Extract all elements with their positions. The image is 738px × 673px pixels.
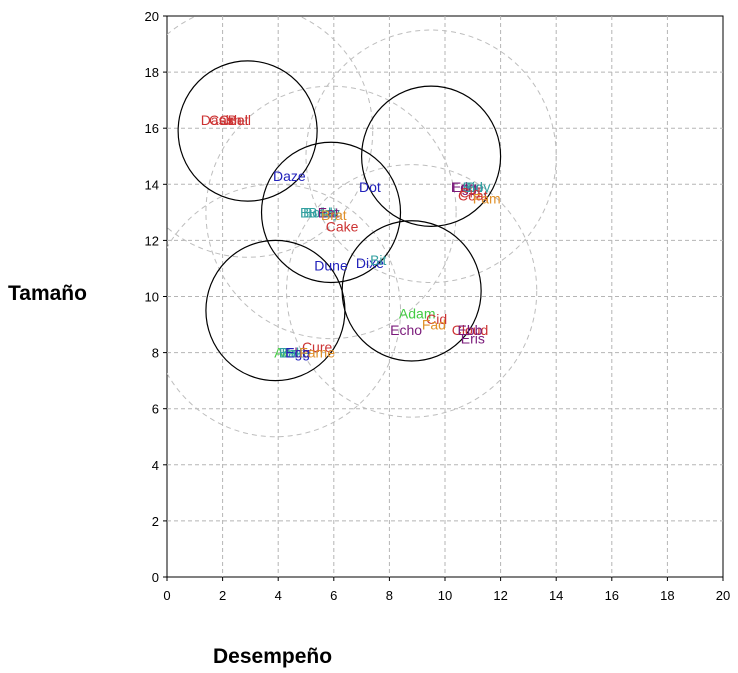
point-label: Bold (303, 204, 331, 220)
x-axis-title: Desempeño (213, 645, 333, 668)
point-label: Bake (279, 345, 311, 361)
point-label: Eris (461, 331, 485, 347)
y-tick-label: 2 (152, 514, 159, 529)
outer-circle (167, 183, 401, 438)
point-label: Acme (274, 345, 310, 361)
inner-circle (341, 220, 482, 362)
point-label: Bell (228, 112, 251, 128)
point-label: Boy (466, 179, 490, 195)
outer-circle (205, 85, 457, 340)
y-axis-title: Tamaño (8, 282, 87, 305)
point-label: Cloud (452, 322, 489, 338)
point-label: Bid (463, 179, 483, 195)
x-tick-label: 8 (386, 588, 393, 603)
x-tick-label: 10 (438, 588, 452, 603)
outer-circle (286, 164, 538, 418)
point-label: Brat (321, 207, 347, 223)
outer-circle (167, 16, 374, 258)
point-label: Cure (302, 339, 333, 355)
point-label: Bat (282, 345, 303, 361)
point-label: Fame (299, 345, 335, 361)
axis-ticks: 0 2 4 6 8 10 12 14 16 18 20 0 2 4 6 8 10 12 14 16 18 20 (145, 9, 731, 603)
point-label: Daze (273, 168, 306, 184)
circle-overlays (167, 16, 557, 438)
point-label: Fad (422, 317, 446, 333)
point-label: Dixe (356, 255, 384, 271)
point-label: Dot (359, 179, 381, 195)
y-tick-label: 8 (152, 346, 159, 361)
point-label: Cake (326, 218, 359, 234)
point-label: Cid (426, 311, 447, 327)
point-label: Fam (473, 190, 501, 206)
y-tick-label: 20 (145, 9, 159, 24)
point-label: Dash (201, 112, 234, 128)
point-label: Eat (318, 204, 339, 220)
point-label: Coat (458, 188, 488, 204)
x-tick-label: 0 (163, 588, 170, 603)
point-label: Egg (452, 179, 477, 195)
grid-lines (167, 16, 723, 577)
x-tick-label: 4 (275, 588, 282, 603)
point-label: Egg (285, 345, 310, 361)
point-label: Dune (314, 258, 348, 274)
point-label: Cash (209, 112, 242, 128)
point-label: Beat (308, 204, 337, 220)
point-label: Buddy (300, 204, 340, 220)
inner-circle (260, 141, 402, 284)
point-label: Echo (390, 322, 422, 338)
y-tick-label: 0 (152, 570, 159, 585)
y-tick-label: 18 (145, 65, 159, 80)
x-tick-label: 12 (493, 588, 507, 603)
y-tick-label: 10 (145, 290, 159, 305)
y-tick-label: 14 (145, 177, 159, 192)
x-tick-label: 6 (330, 588, 337, 603)
x-tick-label: 16 (605, 588, 619, 603)
y-tick-label: 4 (152, 458, 159, 473)
point-label: Bit (370, 252, 386, 268)
point-label: Edge (451, 179, 484, 195)
inner-circle (177, 60, 318, 202)
x-tick-label: 20 (716, 588, 730, 603)
inner-circle (361, 85, 502, 227)
y-tick-label: 12 (145, 233, 159, 248)
y-tick-label: 16 (145, 121, 159, 136)
point-label: Cid (460, 185, 481, 201)
data-labels: DashCashCoatBellDazeDotBoldBuddyBeatEatB… (201, 112, 501, 361)
x-tick-label: 2 (219, 588, 226, 603)
x-tick-label: 14 (549, 588, 563, 603)
outer-circle (305, 29, 557, 283)
point-label: Ebb (285, 345, 310, 361)
x-tick-label: 18 (660, 588, 674, 603)
y-tick-label: 6 (152, 402, 159, 417)
point-label: Adam (399, 305, 436, 321)
point-label: Coat (219, 112, 249, 128)
point-label: Ebb (458, 322, 483, 338)
